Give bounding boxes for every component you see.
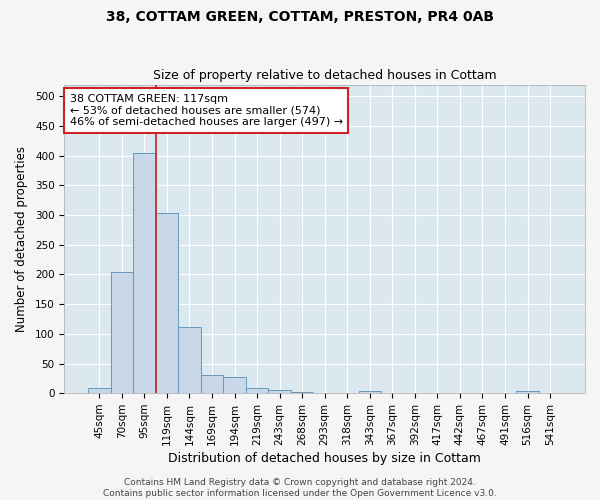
Bar: [516, 391, 539, 393]
Text: Contains HM Land Registry data © Crown copyright and database right 2024.
Contai: Contains HM Land Registry data © Crown c…: [103, 478, 497, 498]
Bar: [246, 388, 268, 393]
Bar: [291, 392, 313, 393]
Text: 38 COTTAM GREEN: 117sqm
← 53% of detached houses are smaller (574)
46% of semi-d: 38 COTTAM GREEN: 117sqm ← 53% of detache…: [70, 94, 343, 127]
Bar: [268, 390, 291, 393]
Y-axis label: Number of detached properties: Number of detached properties: [15, 146, 28, 332]
Bar: [110, 272, 133, 393]
Bar: [223, 377, 246, 393]
Bar: [155, 214, 178, 393]
Bar: [201, 376, 223, 393]
Bar: [88, 388, 110, 393]
X-axis label: Distribution of detached houses by size in Cottam: Distribution of detached houses by size …: [168, 452, 481, 465]
Title: Size of property relative to detached houses in Cottam: Size of property relative to detached ho…: [153, 69, 497, 82]
Text: 38, COTTAM GREEN, COTTAM, PRESTON, PR4 0AB: 38, COTTAM GREEN, COTTAM, PRESTON, PR4 0…: [106, 10, 494, 24]
Bar: [178, 326, 201, 393]
Bar: [359, 392, 381, 393]
Bar: [133, 153, 155, 393]
